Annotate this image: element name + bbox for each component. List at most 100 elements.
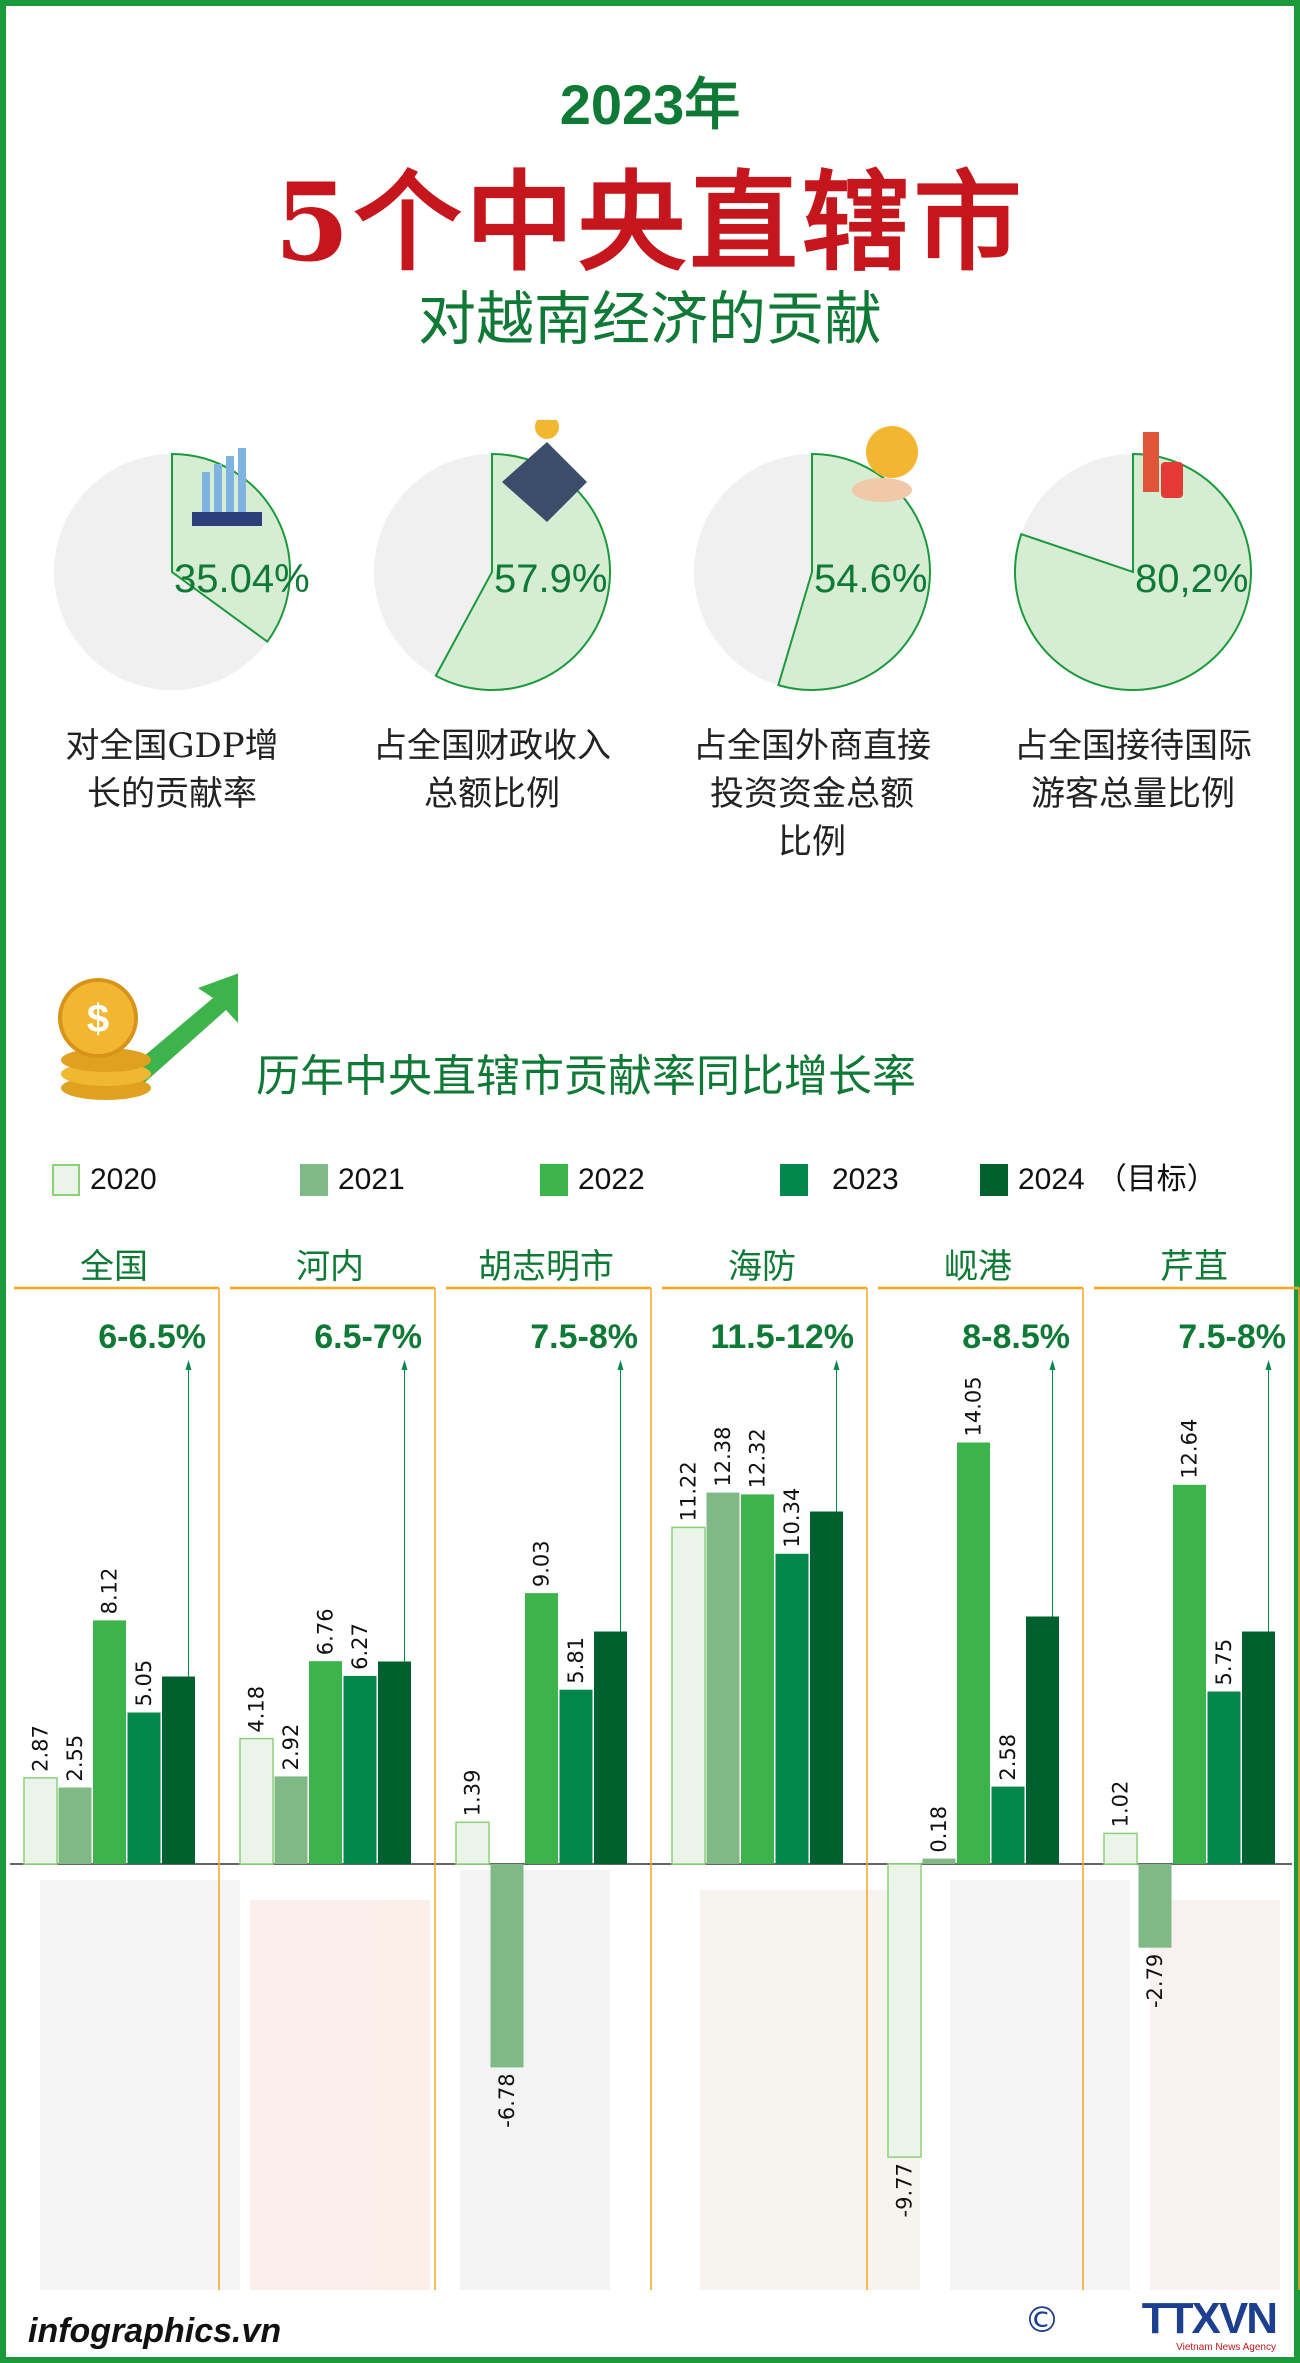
dollar-hand-icon [852, 426, 918, 502]
target-label: 6.5-7% [314, 1318, 422, 1356]
target-arrow-head [617, 1360, 624, 1370]
bar-value-label: 2.87 [29, 1725, 53, 1772]
bank-icon [502, 420, 587, 522]
copyright-icon: © [1024, 2300, 1060, 2341]
pie-caption: 占全国财政收入 总额比例 [342, 722, 642, 866]
bar-2020 [671, 1526, 706, 1865]
pie-caption-line: 游客总量比例 [1031, 774, 1235, 814]
bar-2022 [525, 1593, 558, 1864]
bar-value-label: 8.12 [98, 1568, 122, 1615]
target-label: 7.5-8% [1178, 1318, 1286, 1356]
pie-caption-line: 投资资金总额 [710, 774, 914, 814]
bar-value-label: 9.03 [530, 1540, 554, 1587]
bar-value-label: 12.38 [711, 1426, 735, 1486]
svg-text:$: $ [87, 997, 109, 1041]
bar-2023 [991, 1786, 1025, 1864]
bar-2024 [810, 1511, 843, 1864]
bar-value-label: 6.76 [314, 1608, 338, 1655]
category-label: 芹苴 [1160, 1247, 1228, 1287]
bar-2024 [162, 1676, 195, 1864]
pie-value-label: 80,2% [1135, 557, 1248, 601]
bar-2020 [887, 1863, 922, 2158]
bar-2023 [127, 1712, 161, 1864]
category-label: 岘港 [944, 1247, 1012, 1287]
legend-item-2024: 2024 （目标） [980, 1160, 1217, 1200]
pie-value-label: 54.6% [814, 557, 927, 601]
bar-value-label: 5.05 [132, 1660, 156, 1707]
tourist-icon [1143, 432, 1183, 498]
bar-2021 [274, 1776, 308, 1864]
bar-value-label: 2.92 [279, 1724, 303, 1771]
bar-2023 [559, 1689, 593, 1864]
bar-2021 [490, 1864, 524, 2068]
pie-slice [777, 452, 931, 691]
target-arrow-head [185, 1360, 192, 1370]
bar-value-label: 1.02 [1109, 1781, 1133, 1828]
page-subtitle: 对越南经济的贡献 [417, 285, 882, 353]
target-arrow-head [833, 1360, 840, 1370]
bar-2024 [1026, 1616, 1059, 1864]
bar-2021 [1138, 1864, 1172, 1948]
bar-value-label: 1.39 [461, 1770, 485, 1817]
bar-value-label: 5.75 [1212, 1639, 1236, 1686]
category-label: 海防 [728, 1247, 796, 1287]
background-buildings [40, 1870, 1280, 2290]
legend-item-2020: 2020 [52, 1160, 157, 1200]
legend-item-2021: 2021 [300, 1160, 405, 1200]
pie-caption-line: 占全国财政收入 [373, 726, 611, 766]
bar-value-label: -6.78 [495, 2073, 519, 2127]
pie-caption-line: 占全国接待国际 [1014, 726, 1252, 766]
bar-2024 [1242, 1631, 1275, 1864]
target-label: 7.5-8% [530, 1318, 638, 1356]
bar-value-label: 12.32 [746, 1428, 770, 1488]
bar-value-label: 10.34 [780, 1488, 804, 1548]
pie-caption: 占全国接待国际 游客总量比例 [983, 722, 1283, 866]
pie-slice [171, 452, 291, 643]
bar-2024 [378, 1661, 411, 1864]
bar-2023 [1207, 1691, 1241, 1864]
bar-2020 [1103, 1832, 1138, 1865]
bar-value-label: 2.58 [996, 1734, 1020, 1781]
pie-slice [1014, 452, 1252, 691]
pie-charts: 35.04% 57.9% 54.6% 80,2% [54, 420, 1252, 691]
bar-value-label: 4.18 [245, 1686, 269, 1733]
ttxvn-logo: TTXVN Vietnam News Agency [1141, 2294, 1278, 2354]
pie-caption-line: 对全国GDP增 [65, 726, 279, 766]
bar-value-label: 0.18 [927, 1806, 951, 1853]
pie-value-label: 57.9% [494, 557, 607, 601]
bar-2020 [239, 1737, 274, 1865]
target-label: 8-8.5% [962, 1318, 1070, 1356]
bar-value-label: 5.81 [564, 1637, 588, 1684]
bar-value-label: 11.22 [677, 1461, 701, 1521]
category-label: 胡志明市 [478, 1247, 614, 1287]
bar-2022 [741, 1494, 774, 1864]
target-arrow-head [1265, 1360, 1272, 1370]
bar-2022 [957, 1442, 990, 1864]
bar-value-label: -9.77 [893, 2163, 917, 2217]
target-label: 11.5-12% [710, 1318, 854, 1356]
bar-2024 [594, 1631, 627, 1864]
bar-value-label: 12.64 [1178, 1419, 1202, 1479]
pie-caption-line: 长的贡献率 [87, 774, 257, 814]
header-year: 2023年 [559, 73, 741, 136]
bar-2020 [455, 1821, 490, 1865]
pie-caption: 对全国GDP增 长的贡献率 [22, 722, 322, 866]
bar-2022 [309, 1661, 342, 1864]
target-label: 6-6.5% [98, 1318, 206, 1356]
bar-value-label: 2.55 [63, 1735, 87, 1782]
legend-item-2023: 2023 [780, 1160, 899, 1200]
section-title: 历年中央直辖市贡献率同比增长率 [256, 1051, 916, 1102]
bar-value-label: -2.79 [1143, 1954, 1167, 2008]
coin-arrow-icon: $ [58, 973, 238, 1100]
pie-caption: 占全国外商直接 投资资金总额 比例 [662, 722, 962, 866]
bar-value-label: 14.05 [962, 1376, 986, 1436]
pie-caption-line: 总额比例 [424, 774, 560, 814]
gdp-chart-icon [192, 448, 262, 526]
bar-2021 [58, 1787, 92, 1864]
category-label: 河内 [296, 1247, 364, 1287]
bar-2021 [922, 1858, 956, 1864]
target-arrow-head [1049, 1360, 1056, 1370]
target-arrow-head [401, 1360, 408, 1370]
pie-caption-line: 比例 [778, 822, 846, 862]
